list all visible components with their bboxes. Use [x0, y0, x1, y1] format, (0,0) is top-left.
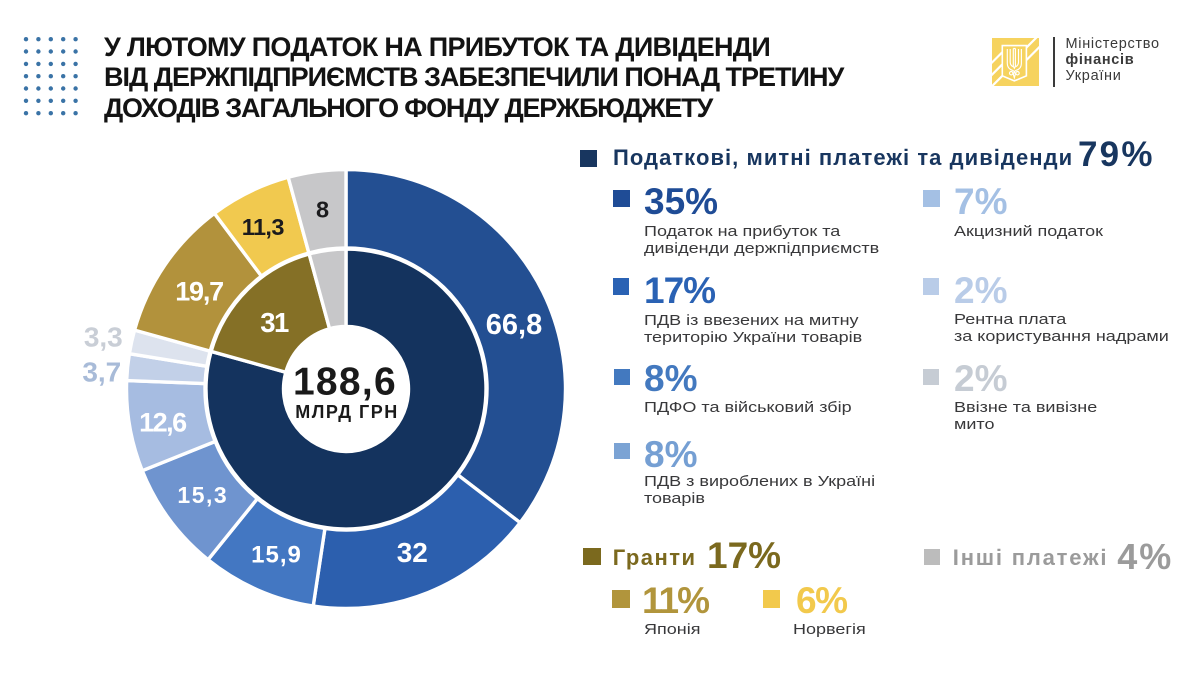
svg-text:188,6: 188,6	[293, 360, 397, 403]
svg-text:32: 32	[397, 537, 428, 568]
svg-text:31: 31	[260, 307, 289, 338]
svg-text:66,8: 66,8	[486, 309, 542, 341]
svg-text:МЛРД ГРН: МЛРД ГРН	[295, 402, 399, 422]
svg-text:8: 8	[316, 197, 329, 223]
svg-text:15,9: 15,9	[251, 541, 302, 568]
svg-text:12,6: 12,6	[139, 408, 187, 438]
svg-text:11,3: 11,3	[242, 214, 285, 240]
svg-text:3,3: 3,3	[84, 322, 123, 353]
svg-text:15,3: 15,3	[177, 482, 228, 508]
svg-text:3,7: 3,7	[82, 357, 121, 388]
svg-text:19,7: 19,7	[175, 277, 223, 307]
